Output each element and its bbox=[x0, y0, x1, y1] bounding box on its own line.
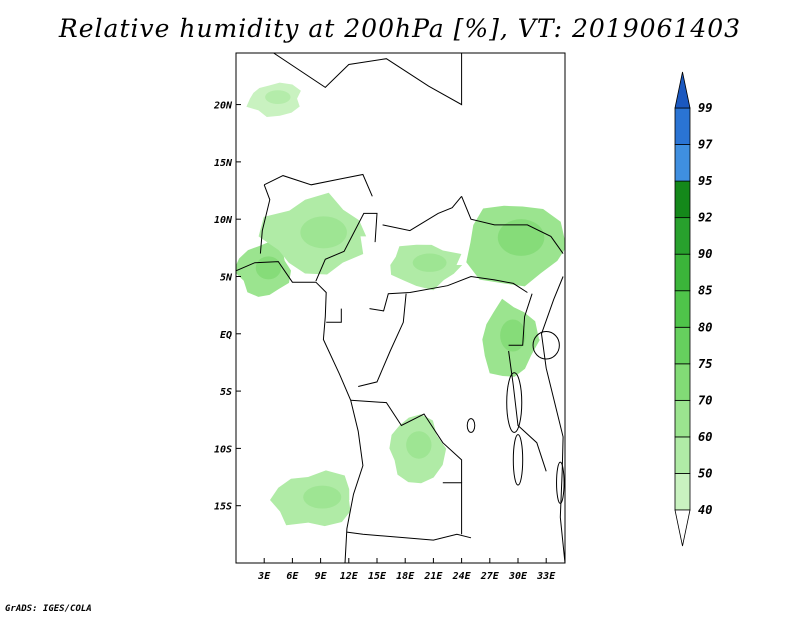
country-border bbox=[326, 308, 342, 323]
humidity-core bbox=[497, 219, 545, 256]
colorbar: 40 50 60 70 75 80 85 90 92 95 97 99 bbox=[674, 71, 713, 547]
y-tick-label: 10S bbox=[214, 444, 232, 455]
colorbar-label: 92 bbox=[698, 211, 712, 225]
country-border bbox=[263, 173, 373, 197]
colorbar-segment bbox=[674, 326, 691, 365]
map-area bbox=[236, 53, 565, 563]
x-tick-label: 21E bbox=[423, 571, 443, 582]
x-tick-label: 15E bbox=[368, 571, 387, 582]
lake-outline bbox=[466, 418, 476, 433]
lake-outline bbox=[556, 461, 565, 504]
humidity-core bbox=[500, 319, 526, 352]
colorbar-label: 75 bbox=[698, 357, 712, 371]
y-tick-label: 15N bbox=[214, 158, 233, 169]
chart-title: Relative humidity at 200hPa [%], VT: 201… bbox=[58, 14, 742, 43]
humidity-core bbox=[265, 90, 291, 104]
colorbar-segment bbox=[674, 363, 691, 401]
colorbar-segment bbox=[674, 399, 691, 438]
colorbar-label: 95 bbox=[698, 174, 712, 188]
colorbar-arrow-bottom bbox=[674, 509, 691, 547]
colorbar-label: 85 bbox=[698, 284, 712, 298]
colorbar-segment bbox=[674, 436, 691, 474]
humidity-core bbox=[303, 485, 342, 509]
y-tick-label: EQ bbox=[220, 330, 232, 341]
coastline bbox=[236, 261, 364, 563]
country-border bbox=[350, 399, 463, 483]
x-tick-label: 24E bbox=[452, 571, 472, 582]
colorbar-segment bbox=[674, 217, 691, 255]
y-tick-label: 15S bbox=[214, 502, 232, 513]
lake-outline bbox=[512, 434, 524, 486]
colorbar-segment bbox=[674, 473, 691, 511]
x-tick-label: 27E bbox=[480, 571, 500, 582]
plot-axes: 3E 6E 9E 12E 15E 18E 21E 24E 27E 30E 33E 20N 15N 10N 5… bbox=[213, 52, 566, 582]
country-border bbox=[369, 275, 528, 312]
country-border bbox=[346, 531, 472, 541]
colorbar-label: 40 bbox=[698, 503, 712, 517]
country-border bbox=[358, 293, 407, 387]
country-border bbox=[259, 184, 271, 254]
colorbar-segment bbox=[674, 290, 691, 328]
colorbar-label: 97 bbox=[698, 138, 713, 152]
east-border bbox=[540, 276, 565, 563]
lake-outline bbox=[532, 330, 560, 360]
footer-credit: GrADS: IGES/COLA bbox=[5, 604, 92, 614]
colorbar-segment bbox=[674, 107, 691, 145]
colorbar-segment bbox=[674, 253, 691, 292]
country-border bbox=[461, 196, 564, 254]
country-border bbox=[382, 195, 462, 232]
plot-frame bbox=[235, 52, 566, 564]
country-border bbox=[508, 293, 533, 346]
humidity-core bbox=[412, 253, 447, 272]
x-tick-label: 33E bbox=[536, 571, 556, 582]
colorbar-label: 60 bbox=[698, 430, 712, 444]
colorbar-label: 99 bbox=[698, 101, 712, 115]
y-tick-label: 10N bbox=[214, 215, 233, 226]
x-tick-label: 12E bbox=[340, 571, 359, 582]
y-tick-label: 5N bbox=[220, 272, 233, 283]
colorbar-segment bbox=[674, 180, 691, 219]
humidity-core bbox=[300, 216, 347, 249]
lake-outline bbox=[506, 372, 523, 433]
y-tick-label: 20N bbox=[213, 101, 233, 112]
x-tick-label: 6E bbox=[286, 571, 299, 582]
colorbar-label: 80 bbox=[698, 320, 712, 334]
colorbar-arrow-top bbox=[674, 71, 691, 109]
colorbar-label: 90 bbox=[698, 247, 712, 261]
country-border bbox=[273, 53, 463, 106]
humidity-core bbox=[406, 431, 432, 459]
humidity-core bbox=[255, 256, 282, 280]
x-tick-label: 3E bbox=[257, 571, 271, 582]
country-border bbox=[442, 482, 463, 535]
x-tick-label: 9E bbox=[315, 571, 328, 582]
colorbar-label: 70 bbox=[698, 393, 712, 407]
country-border bbox=[315, 212, 378, 282]
colorbar-label: 50 bbox=[698, 466, 712, 480]
colorbar-segment bbox=[674, 144, 691, 182]
x-tick-label: 30E bbox=[508, 571, 528, 582]
x-tick-label: 18E bbox=[396, 571, 415, 582]
y-tick-label: 5S bbox=[220, 387, 232, 398]
